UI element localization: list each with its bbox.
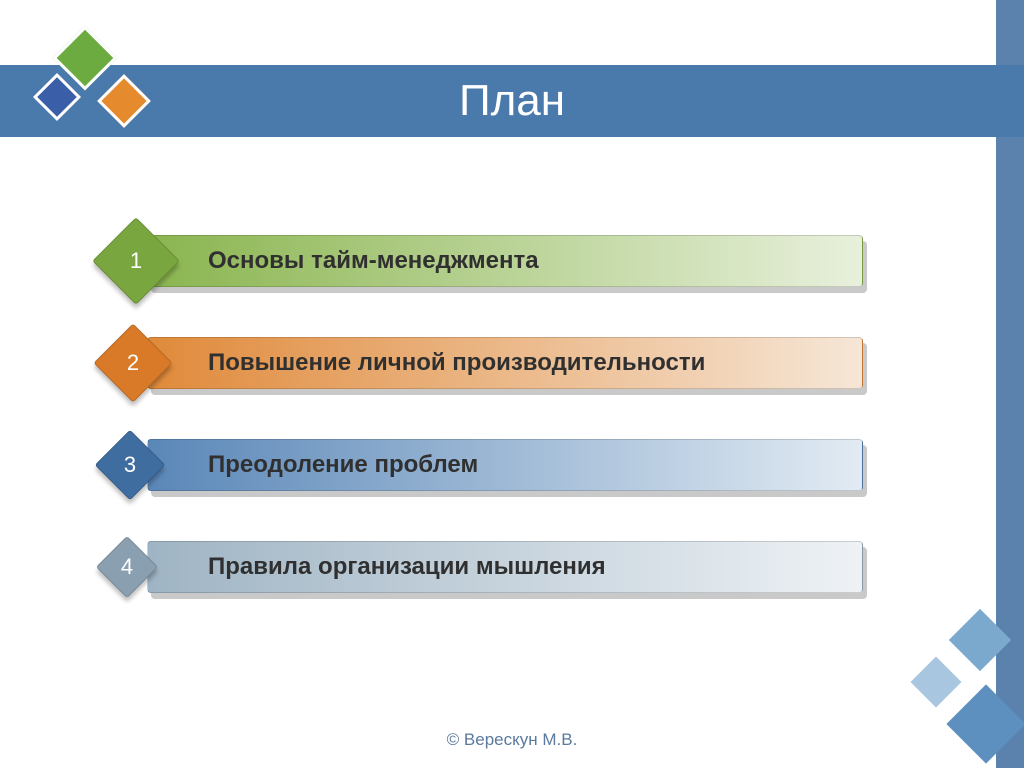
plan-item-label: Повышение личной производительности <box>208 349 705 377</box>
plan-item-bar: Основы тайм-менеджмента <box>147 235 863 287</box>
plan-item-number: 4 <box>105 545 149 589</box>
plan-item-number: 2 <box>105 335 161 391</box>
title-band: План <box>0 65 1024 137</box>
plan-item: Правила организации мышления 4 <box>97 541 867 597</box>
plan-item-bar: Правила организации мышления <box>147 541 863 593</box>
plan-item-bar: Преодоление проблем <box>147 439 863 491</box>
plan-item-number: 3 <box>105 440 155 490</box>
plan-item: Преодоление проблем 3 <box>97 439 867 495</box>
plan-item: Повышение личной производительности 2 <box>97 337 867 393</box>
diamond-icon <box>911 657 962 708</box>
plan-item-bar: Повышение личной производительности <box>147 337 863 389</box>
plan-item: Основы тайм-менеджмента1 <box>97 235 867 291</box>
footer-copyright: © Верескун М.В. <box>0 730 1024 750</box>
plan-list: Основы тайм-менеджмента1 Повышение личной… <box>97 235 867 643</box>
plan-item-label: Преодоление проблем <box>208 451 478 479</box>
plan-item-label: Правила организации мышления <box>208 553 606 581</box>
plan-item-label: Основы тайм-менеджмента <box>208 247 539 275</box>
slide-title: План <box>459 76 565 126</box>
plan-item-number: 1 <box>105 230 167 292</box>
